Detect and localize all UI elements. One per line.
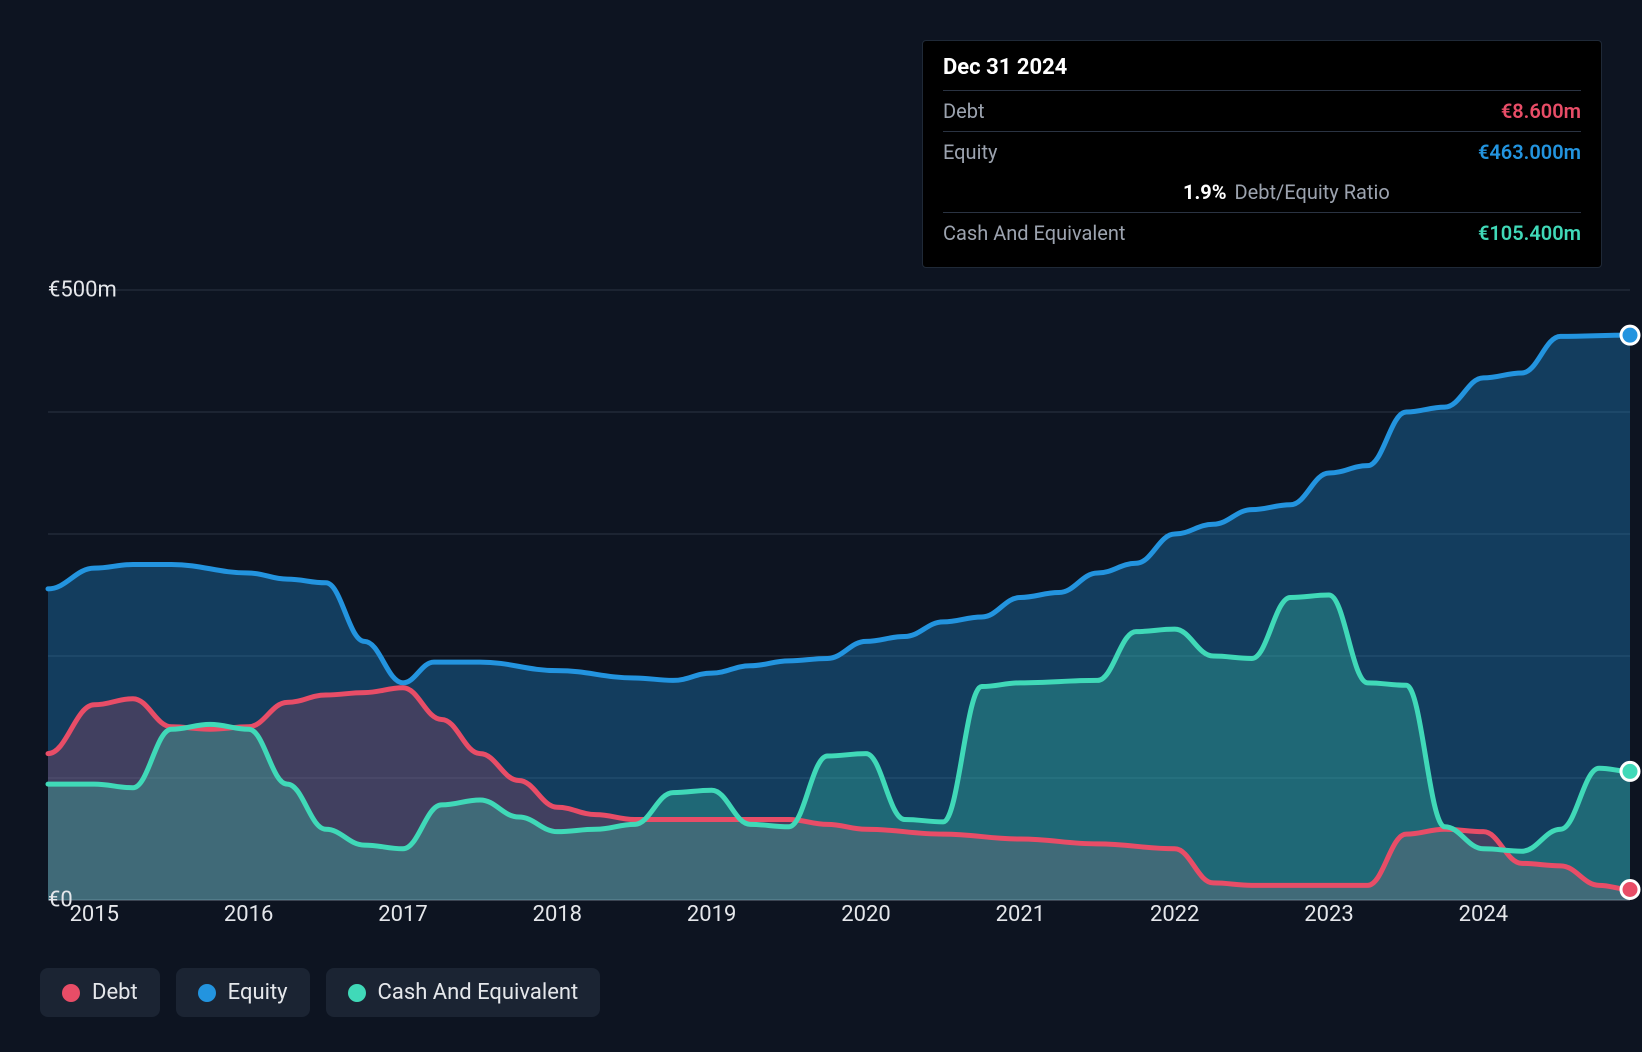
chart-legend: Debt Equity Cash And Equivalent — [40, 968, 600, 1017]
tooltip-row-debt: Debt €8.600m — [943, 90, 1581, 131]
x-axis-label: 2015 — [70, 902, 119, 927]
tooltip-ratio-value: 1.9% — [1183, 180, 1227, 204]
x-axis: 2015 2016 2017 2018 2019 2020 2021 2022 2023 2024 — [48, 902, 1622, 932]
legend-item-debt[interactable]: Debt — [40, 968, 160, 1017]
tooltip-ratio: 1.9% Debt/Equity Ratio — [943, 172, 1581, 212]
y-axis-label: €500m — [48, 278, 117, 303]
tooltip-row-cash: Cash And Equivalent €105.400m — [943, 212, 1581, 253]
legend-dot-icon — [348, 984, 366, 1002]
tooltip-row-equity: Equity €463.000m — [943, 131, 1581, 172]
tooltip-date: Dec 31 2024 — [943, 55, 1581, 90]
x-axis-label: 2020 — [841, 902, 890, 927]
x-axis-label: 2016 — [224, 902, 273, 927]
x-axis-label: 2017 — [378, 902, 427, 927]
x-axis-label: 2022 — [1150, 902, 1199, 927]
legend-label: Debt — [92, 980, 138, 1005]
legend-label: Cash And Equivalent — [378, 980, 579, 1005]
tooltip-label: Equity — [943, 140, 997, 164]
legend-item-cash[interactable]: Cash And Equivalent — [326, 968, 601, 1017]
x-axis-label: 2021 — [996, 902, 1045, 927]
tooltip-value: €463.000m — [1478, 140, 1581, 164]
tooltip-label: Cash And Equivalent — [943, 221, 1125, 245]
tooltip-ratio-label: Debt/Equity Ratio — [1235, 180, 1390, 204]
tooltip-value: €8.600m — [1501, 99, 1581, 123]
x-axis-label: 2023 — [1304, 902, 1353, 927]
x-axis-label: 2019 — [687, 902, 736, 927]
tooltip-value: €105.400m — [1478, 221, 1581, 245]
legend-item-equity[interactable]: Equity — [176, 968, 310, 1017]
financials-chart: Dec 31 2024 Debt €8.600m Equity €463.000… — [0, 0, 1642, 1052]
legend-dot-icon — [198, 984, 216, 1002]
legend-label: Equity — [228, 980, 288, 1005]
tooltip-label: Debt — [943, 99, 985, 123]
legend-dot-icon — [62, 984, 80, 1002]
x-axis-label: 2024 — [1459, 902, 1508, 927]
chart-tooltip: Dec 31 2024 Debt €8.600m Equity €463.000… — [922, 40, 1602, 268]
x-axis-label: 2018 — [533, 902, 582, 927]
